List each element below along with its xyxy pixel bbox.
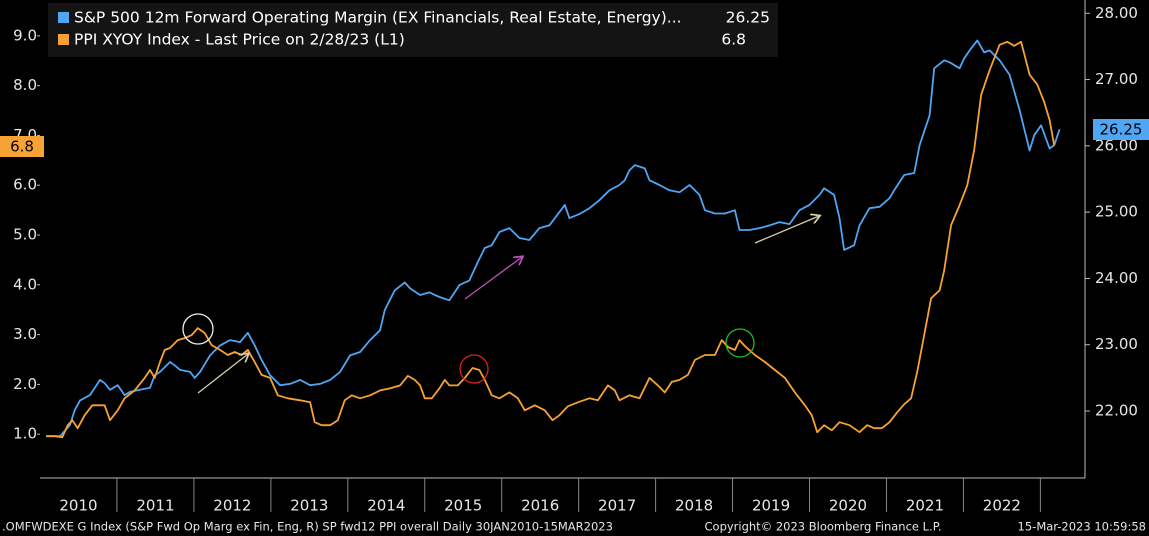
- x-tick-label: 2022: [983, 497, 1021, 515]
- legend: S&P 500 12m Forward Operating Margin (EX…: [48, 3, 778, 57]
- x-tick-label: 2013: [290, 497, 328, 515]
- y2-tick-label: 24.00: [1095, 269, 1138, 287]
- legend-box: [48, 3, 778, 57]
- annotation-arrow: [197, 354, 248, 394]
- x-tick-label: 2012: [213, 497, 251, 515]
- y-tick-label: 2.0: [13, 375, 37, 393]
- annotations: [182, 216, 819, 394]
- legend-label: PPI XYOY Index - Last Price on 2/28/23 (…: [74, 31, 405, 49]
- y2-tick-label: 28.00: [1095, 4, 1138, 22]
- x-tick-label: 2010: [59, 497, 97, 515]
- y-tick-label: 4.0: [13, 275, 37, 293]
- last-value-tags: 6.8 26.25: [0, 119, 1149, 157]
- legend-label: S&P 500 12m Forward Operating Margin (EX…: [74, 9, 682, 27]
- last-value-tag: [0, 136, 44, 157]
- y-tick-label: 9.0: [13, 26, 37, 44]
- y2-tick-label: 22.00: [1095, 402, 1138, 420]
- y-tick-label: 8.0: [13, 76, 37, 94]
- axes: 2010 2011 2012 2013 2014 2015 2016 2017 2018 2019…: [13, 0, 1138, 515]
- y-tick-label: 5.0: [13, 226, 37, 244]
- annotation-circle: [459, 354, 489, 384]
- x-tick-label: 2016: [521, 497, 559, 515]
- x-tick-label: 2020: [829, 497, 867, 515]
- y2-tick-label: 23.00: [1095, 335, 1138, 353]
- x-tick-label: 2014: [367, 497, 405, 515]
- last-value-tag: [1093, 119, 1149, 140]
- x-tick-label: 2021: [906, 497, 944, 515]
- legend-swatch: [58, 12, 69, 23]
- series-line: [46, 40, 1056, 439]
- legend-swatch: [58, 34, 69, 45]
- y-tick-label: 3.0: [13, 325, 37, 343]
- y2-tick-label: 25.00: [1095, 203, 1138, 221]
- legend-value: 26.25: [726, 9, 770, 27]
- x-tick-label: 2017: [598, 497, 636, 515]
- x-tick-label: 2011: [136, 497, 174, 515]
- last-value-tag-label: 26.25: [1100, 121, 1143, 139]
- x-tick-label: 2018: [675, 497, 713, 515]
- y-tick-label: 6.0: [13, 176, 37, 194]
- footer-left: .OMFWDEXE G Index (S&P Fwd Op Marg ex Fi…: [2, 520, 613, 534]
- annotation-arrow: [754, 216, 819, 244]
- annotation-circle: [725, 328, 755, 358]
- last-value-tag-label: 6.8: [10, 138, 34, 156]
- x-tick-label: 2019: [752, 497, 790, 515]
- footer-right: 15-Mar-2023 10:59:58: [1018, 520, 1146, 534]
- annotation-circle: [182, 313, 214, 345]
- legend-value: 6.8: [721, 31, 746, 49]
- y2-tick-label: 26.00: [1095, 136, 1138, 154]
- plot-area: [46, 39, 1061, 439]
- series-line: [46, 39, 1061, 438]
- x-tick-label: 2015: [444, 497, 482, 515]
- y2-tick-label: 27.00: [1095, 70, 1138, 88]
- footer-center: Copyright© 2023 Bloomberg Finance L.P.: [705, 520, 942, 534]
- annotation-arrow: [464, 257, 522, 300]
- y-tick-label: 1.0: [13, 425, 37, 443]
